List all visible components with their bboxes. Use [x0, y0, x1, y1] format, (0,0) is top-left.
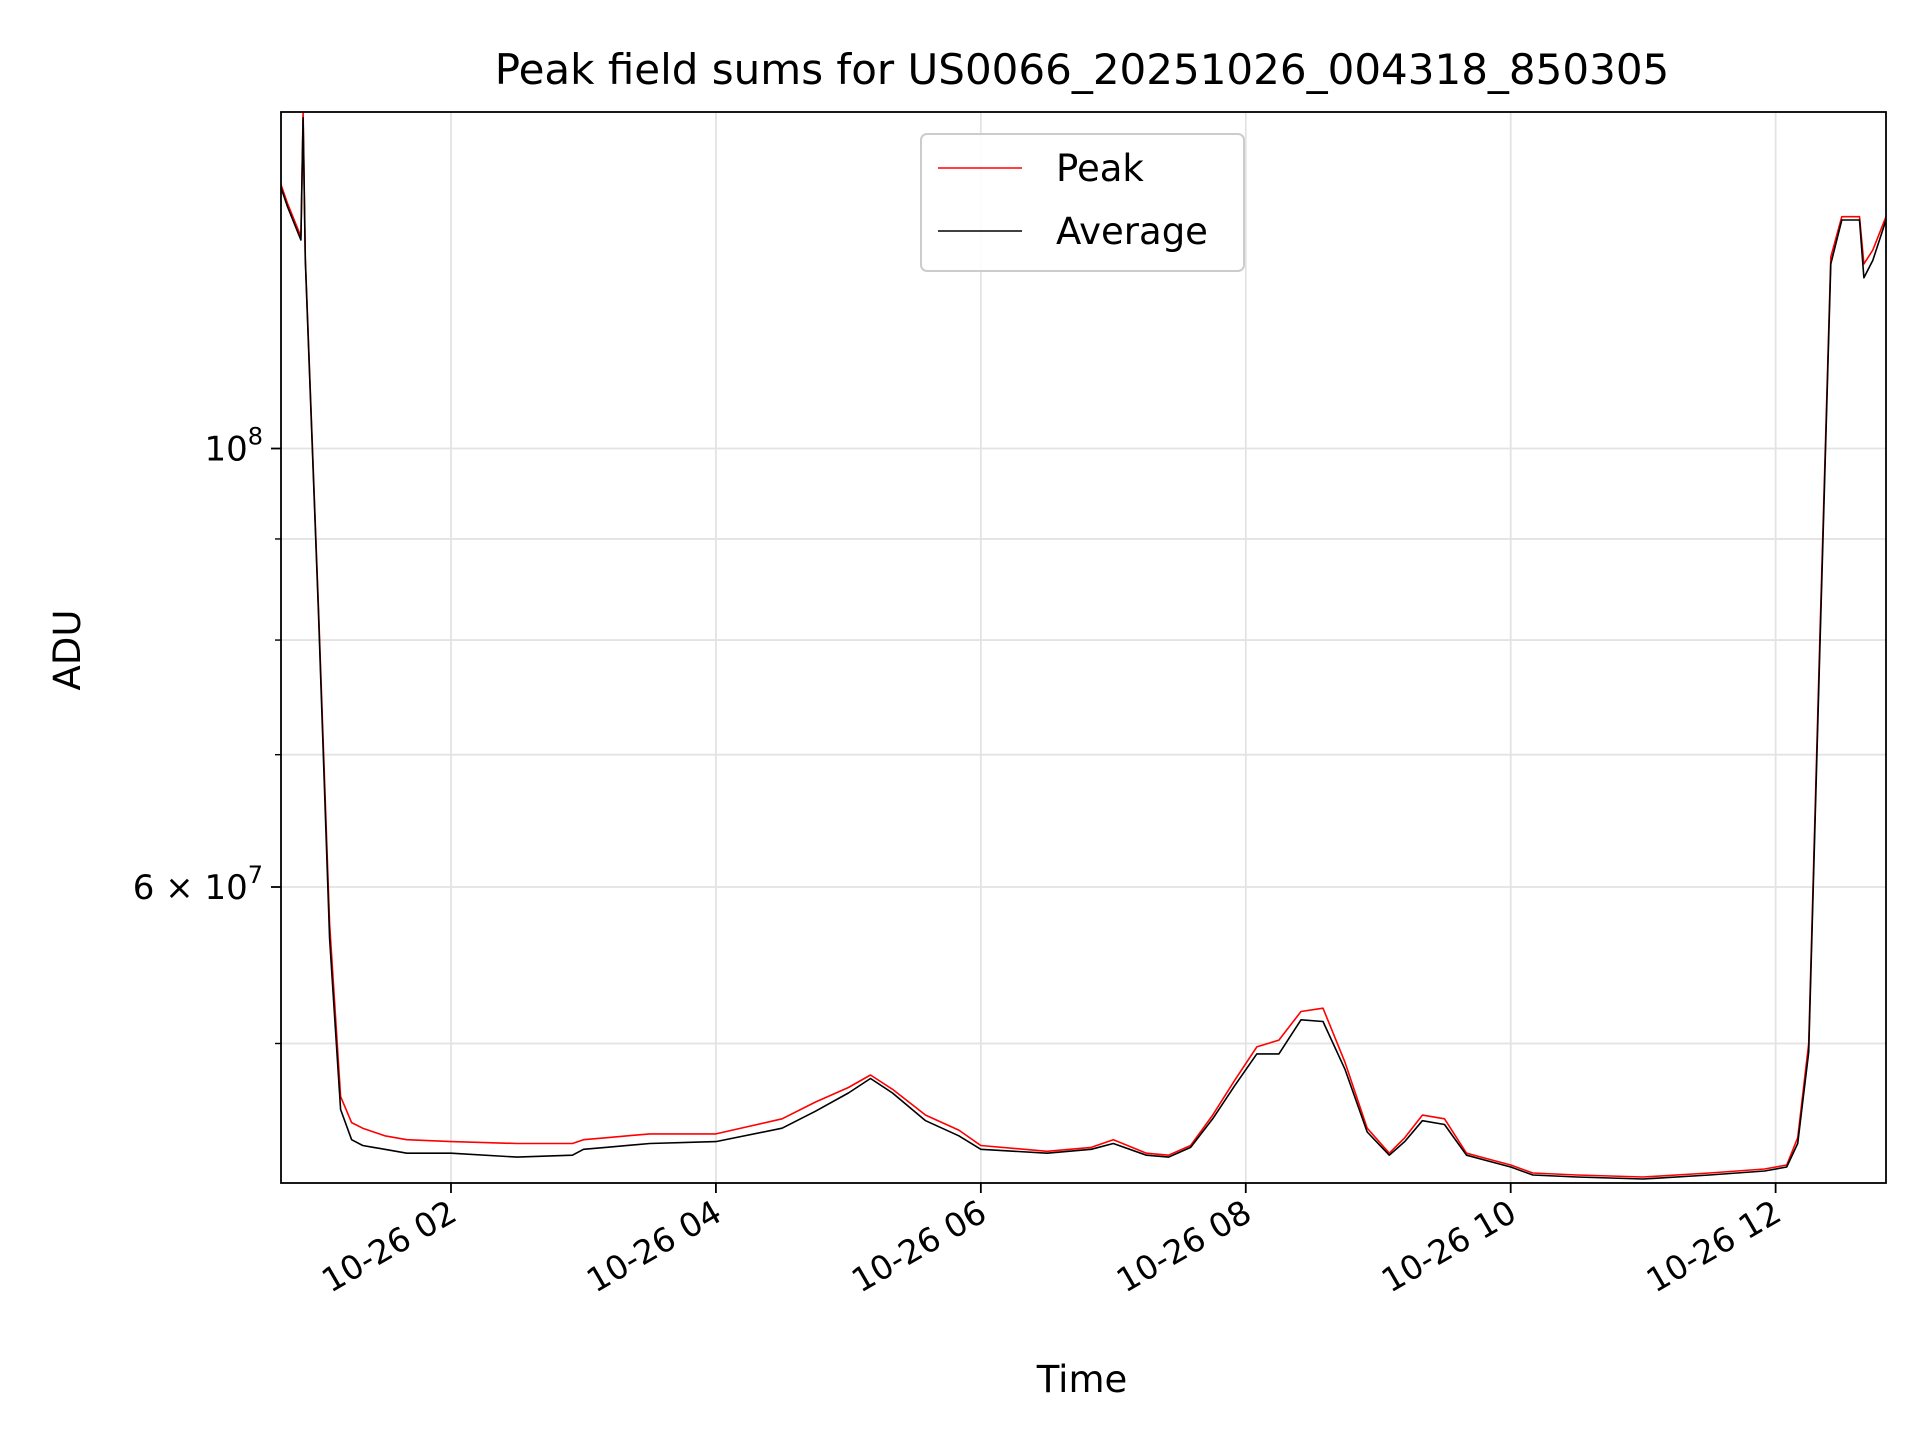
- y-axis-ticks: 108 6 × 107: [133, 423, 281, 1045]
- plot-area-frame: [280, 111, 1887, 1184]
- legend: Peak Average: [920, 133, 1245, 272]
- series-line-peak: [281, 112, 1886, 1178]
- x-axis-label: Time: [1036, 1358, 1128, 1401]
- y-tick-label-1: 6 × 107: [133, 861, 263, 908]
- y-tick-label-0: 108: [204, 423, 263, 470]
- series-layer: [281, 112, 1886, 1180]
- legend-label-average: Average: [1056, 210, 1208, 253]
- legend-label-peak: Peak: [1056, 147, 1144, 190]
- series-line-average: [281, 117, 1886, 1180]
- chart-title: Peak field sums for US0066_20251026_0043…: [495, 45, 1670, 94]
- y-axis-label: ADU: [46, 610, 89, 691]
- grid-lines: [281, 112, 1886, 1183]
